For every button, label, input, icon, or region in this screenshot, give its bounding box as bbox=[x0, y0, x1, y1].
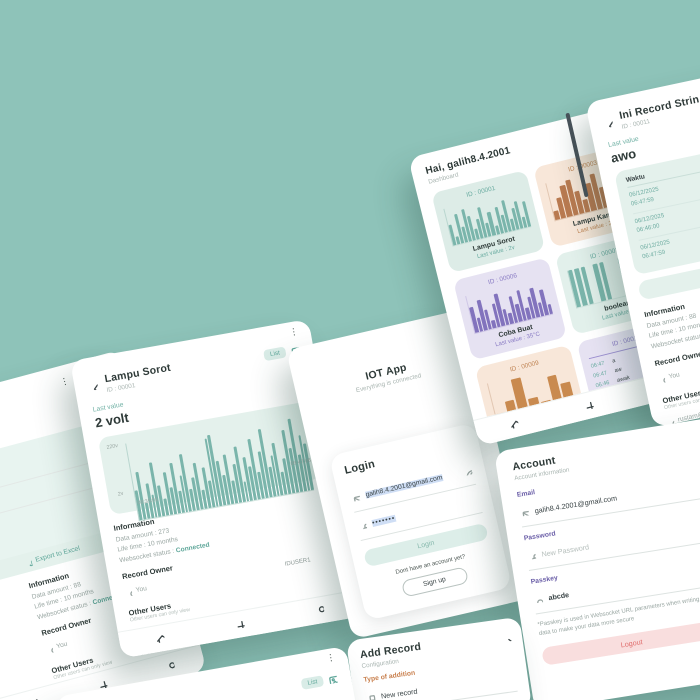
more-menu-icon[interactable]: ⋮ bbox=[325, 651, 337, 664]
mail-icon bbox=[519, 502, 537, 521]
email-value: galih8.4.2001@gmail.com bbox=[533, 492, 618, 515]
grid-icon bbox=[366, 688, 382, 700]
y-axis-min: 2v bbox=[117, 490, 124, 498]
person-icon bbox=[123, 582, 140, 603]
person-icon bbox=[44, 639, 62, 660]
mail-icon bbox=[350, 487, 368, 506]
passkey-value: abcde bbox=[547, 589, 570, 602]
home-icon[interactable] bbox=[153, 629, 170, 648]
owner-name: You bbox=[668, 371, 681, 381]
more-menu-icon[interactable]: ⋮ bbox=[58, 375, 71, 388]
type-value: New record bbox=[380, 686, 418, 700]
home-icon[interactable] bbox=[507, 414, 525, 434]
export-label: Export to Excel bbox=[34, 545, 81, 564]
home-icon[interactable] bbox=[27, 693, 45, 700]
back-icon[interactable] bbox=[88, 379, 101, 394]
chart-view-icon[interactable] bbox=[326, 669, 342, 688]
chevron-down-icon[interactable] bbox=[503, 628, 517, 647]
add-icon[interactable] bbox=[233, 615, 249, 634]
back-icon[interactable] bbox=[603, 116, 616, 131]
owner-name: You bbox=[55, 640, 69, 651]
lock-icon bbox=[356, 516, 373, 535]
add-icon[interactable] bbox=[581, 396, 598, 416]
profile-icon[interactable] bbox=[312, 601, 329, 620]
record-card[interactable]: ID : 00001 Lampu Sorot Last value : 2v bbox=[431, 169, 546, 273]
list-view-button[interactable]: List bbox=[300, 675, 325, 690]
record-card[interactable]: ID : 00006 Coba Buat Last value : 35°C bbox=[453, 257, 567, 361]
password-input[interactable]: New Password bbox=[540, 541, 590, 559]
owner-id: IDUSER1 bbox=[284, 556, 312, 568]
owner-name: You bbox=[135, 585, 148, 594]
y-axis-max: 220v bbox=[106, 443, 119, 451]
lock-icon bbox=[526, 546, 541, 565]
login-card: Login galih8.4.2001@gmail.com ••••••• Lo… bbox=[328, 422, 513, 621]
key-icon bbox=[533, 589, 550, 608]
password-value: ••••••• bbox=[371, 514, 396, 527]
more-menu-icon[interactable]: ⋮ bbox=[288, 325, 300, 338]
list-view-button[interactable]: List bbox=[263, 346, 287, 362]
person-icon bbox=[656, 369, 674, 390]
profile-icon[interactable] bbox=[162, 657, 180, 677]
eye-icon[interactable] bbox=[462, 462, 480, 481]
user-id: IDUSER75 bbox=[295, 638, 326, 650]
